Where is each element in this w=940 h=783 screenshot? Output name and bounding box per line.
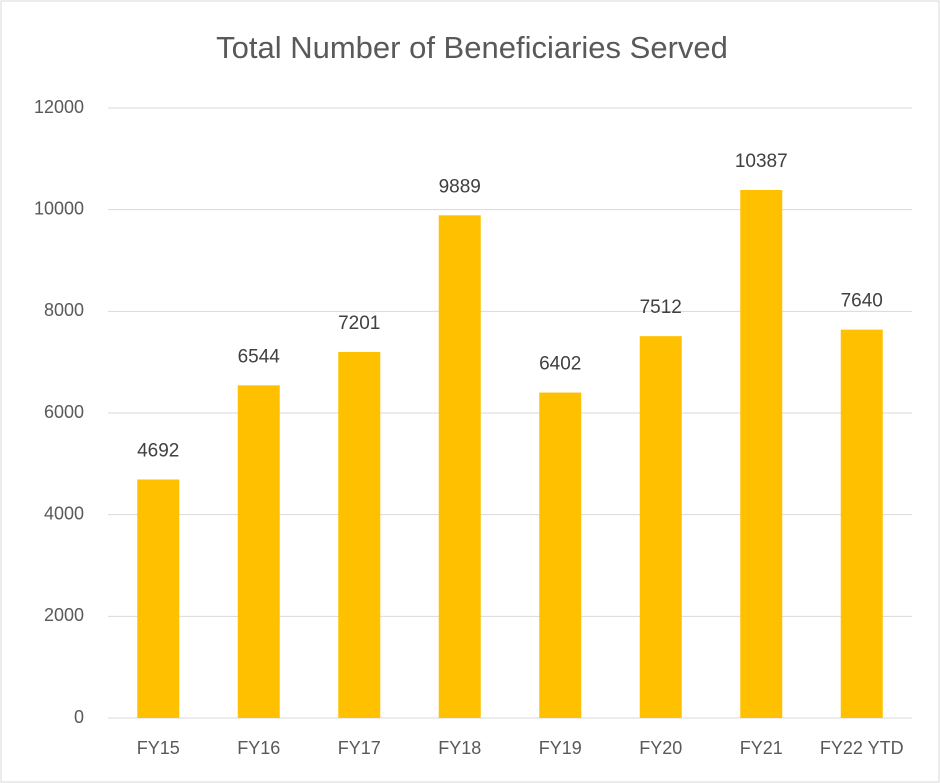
x-tick-label: FY15 bbox=[137, 738, 180, 758]
data-label: 7640 bbox=[841, 291, 883, 312]
data-label: 7201 bbox=[338, 313, 380, 334]
data-label: 6544 bbox=[238, 346, 281, 367]
bar bbox=[338, 351, 381, 718]
bar bbox=[237, 385, 280, 718]
x-tick-label: FY20 bbox=[639, 738, 682, 758]
data-label: 4692 bbox=[137, 441, 179, 462]
bar bbox=[639, 336, 682, 718]
y-tick-label: 12000 bbox=[34, 97, 84, 117]
y-tick-label: 2000 bbox=[44, 605, 84, 625]
bar bbox=[539, 392, 582, 718]
x-tick-label: FY18 bbox=[438, 738, 481, 758]
y-tick-label: 8000 bbox=[44, 300, 84, 320]
y-tick-label: 4000 bbox=[44, 503, 84, 523]
x-tick-label: FY19 bbox=[539, 738, 582, 758]
x-tick-label: FY16 bbox=[237, 738, 280, 758]
y-tick-label: 0 bbox=[74, 707, 84, 727]
x-tick-label: FY17 bbox=[338, 738, 381, 758]
bar bbox=[438, 215, 481, 718]
y-tick-label: 10000 bbox=[34, 198, 84, 218]
data-label: 7512 bbox=[640, 297, 682, 318]
bar bbox=[840, 329, 883, 718]
bar bbox=[740, 189, 783, 719]
data-label: 9889 bbox=[439, 176, 481, 197]
x-tick-label: FY21 bbox=[740, 738, 783, 758]
data-label: 6402 bbox=[539, 354, 581, 375]
bar bbox=[137, 479, 180, 718]
chart-title: Total Number of Beneficiaries Served bbox=[216, 30, 728, 65]
data-label: 10387 bbox=[735, 151, 788, 172]
x-tick-label: FY22 YTD bbox=[820, 738, 904, 758]
y-tick-label: 6000 bbox=[44, 402, 84, 422]
